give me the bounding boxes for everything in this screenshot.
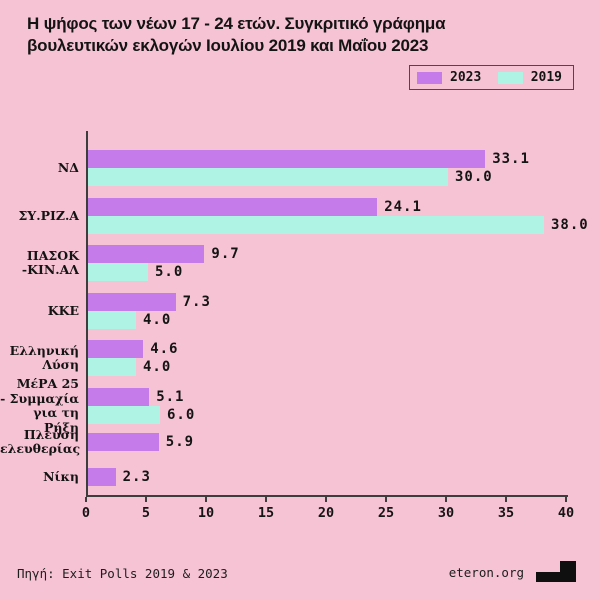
x-tick-mark — [445, 497, 447, 502]
value-label-2019-5: 6.0 — [167, 407, 196, 423]
page-title-line-2: βουλευτικών εκλογών Ιουλίου 2019 και Μαΐ… — [27, 36, 429, 55]
bar-2019-5 — [88, 406, 160, 424]
eteron-logo-icon — [536, 561, 576, 582]
category-label-4: Ελληνική Λύση — [9, 342, 79, 372]
value-label-2023-3: 7.3 — [182, 294, 211, 310]
category-label-7: Νίκη — [43, 468, 79, 484]
x-tick-mark — [265, 497, 267, 502]
legend-label-2023: 2023 — [450, 70, 482, 85]
bar-2019-2 — [88, 263, 148, 281]
bar-2023-0 — [88, 150, 486, 168]
x-tick-label: 40 — [557, 505, 575, 521]
bar-2023-3 — [88, 293, 176, 311]
footer-site-link: eteron.org — [448, 565, 524, 580]
bar-2023-1 — [88, 198, 378, 216]
value-label-2019-3: 4.0 — [143, 312, 172, 328]
bar-2023-5 — [88, 388, 150, 406]
bar-2019-1 — [88, 216, 544, 234]
x-tick-mark — [145, 497, 147, 502]
value-label-2023-2: 9.7 — [211, 246, 240, 262]
value-label-2019-4: 4.0 — [143, 359, 172, 375]
x-tick-label: 20 — [317, 505, 335, 521]
category-label-2: ΠΑΣΟΚ -ΚΙΝ.ΑΛ — [21, 247, 79, 277]
bar-2023-4 — [88, 340, 144, 358]
x-tick-mark — [385, 497, 387, 502]
x-tick-mark — [85, 497, 87, 502]
x-tick-mark — [325, 497, 327, 502]
legend-label-2019: 2019 — [530, 70, 562, 85]
x-tick-label: 10 — [197, 505, 215, 521]
category-label-0: ΝΔ — [57, 159, 79, 175]
x-tick-mark — [565, 497, 567, 502]
value-label-2019-2: 5.0 — [155, 264, 184, 280]
category-label-1: ΣΥ.ΡΙΖ.Α — [18, 207, 79, 223]
page-title-line-1: Η ψήφος των νέων 17 - 24 ετών. Συγκριτικ… — [27, 14, 446, 33]
legend-swatch-2019 — [497, 71, 523, 84]
bar-2023-6 — [88, 433, 159, 451]
category-label-6: Πλεύση ελευθερίας — [0, 426, 81, 456]
x-tick-label: 0 — [81, 505, 91, 521]
x-tick-label: 30 — [437, 505, 455, 521]
category-label-3: ΚΚΕ — [47, 302, 79, 318]
value-label-2023-6: 5.9 — [165, 434, 195, 450]
value-label-2019-1: 38.0 — [551, 217, 589, 233]
bar-2019-4 — [88, 358, 136, 376]
footer-source: Πηγή: Exit Polls 2019 & 2023 — [17, 566, 228, 581]
value-label-2019-0: 30.0 — [455, 169, 493, 185]
bar-2023-7 — [88, 468, 116, 486]
x-tick-label: 5 — [141, 505, 151, 521]
category-label-5: ΜέΡΑ 25- Συμμαχία για τη Ρήξη — [0, 376, 79, 435]
value-label-2023-1: 24.1 — [384, 199, 422, 215]
x-tick-label: 35 — [497, 505, 515, 521]
value-label-2023-0: 33.1 — [492, 151, 530, 167]
value-label-2023-4: 4.6 — [150, 341, 179, 357]
bar-2019-0 — [88, 168, 448, 186]
y-axis-labels: ΝΔ ΣΥ.ΡΙΖ.Α ΠΑΣΟΚ -ΚΙΝ.ΑΛ ΚΚΕ Ελληνική Λύση ΜέΡ… — [0, 131, 81, 495]
value-label-2023-7: 2.3 — [122, 469, 151, 485]
x-tick-mark — [205, 497, 207, 502]
chart-plot-area: 33.1 30.0 24.1 38.0 9.7 5.0 7.3 4.0 4.6 4.0 5.1 6.0… — [86, 131, 588, 497]
value-label-2023-5: 5.1 — [156, 389, 185, 405]
bar-2023-2 — [88, 245, 205, 263]
x-tick-label: 15 — [257, 505, 275, 521]
footer-right: eteron.org — [449, 561, 576, 582]
bar-2019-3 — [88, 311, 136, 329]
x-axis: 0 5 10 15 20 25 30 35 40 — [82, 497, 574, 523]
page-title: Η ψήφος των νέων 17 - 24 ετών. Συγκριτικ… — [27, 13, 477, 57]
x-tick-mark — [505, 497, 507, 502]
chart-legend: 2023 2019 — [409, 65, 574, 90]
legend-item-2019: 2019 — [497, 70, 562, 85]
x-tick-label: 25 — [377, 505, 395, 521]
legend-swatch-2023 — [417, 71, 442, 84]
legend-item-2023: 2023 — [417, 70, 481, 85]
